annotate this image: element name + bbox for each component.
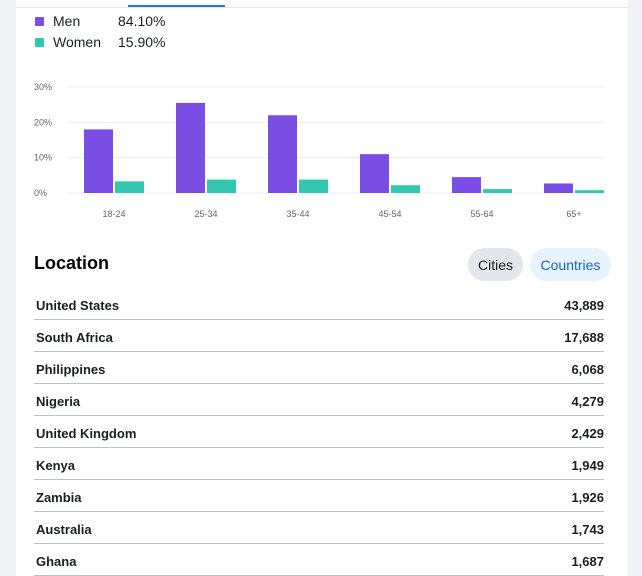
location-row: Nigeria 4,279 <box>34 384 604 416</box>
row-divider <box>34 543 604 544</box>
cities-button[interactable]: Cities <box>468 248 523 281</box>
legend-women: Women 15.90% <box>35 32 165 52</box>
location-title: Location <box>34 253 109 273</box>
bar-women-35-44[interactable] <box>299 179 328 193</box>
y-tick-label: 20% <box>34 117 52 127</box>
bar-women-65+[interactable] <box>575 190 604 193</box>
x-tick-label: 18-24 <box>102 209 125 219</box>
location-row: Ghana 1,687 <box>34 544 604 576</box>
row-divider <box>34 447 604 448</box>
bar-men-18-24[interactable] <box>84 129 113 193</box>
bar-men-65+[interactable] <box>544 183 573 193</box>
bar-women-18-24[interactable] <box>115 181 144 193</box>
age-gender-bar-chart: 0% 10% 20% 30% 18-24 25-34 35-44 45-54 55-64 65+ <box>34 82 604 219</box>
row-divider <box>34 319 604 320</box>
y-tick-label: 30% <box>34 82 52 92</box>
location-count: 1,743 <box>571 522 604 537</box>
x-tick-label: 65+ <box>566 209 581 219</box>
row-divider <box>34 383 604 384</box>
legend-men: Men 84.10% <box>35 11 165 31</box>
location-count: 17,688 <box>564 330 604 345</box>
x-tick-label: 25-34 <box>194 209 217 219</box>
location-count: 1,687 <box>571 554 604 569</box>
location-count: 1,949 <box>571 458 604 473</box>
location-count: 43,889 <box>564 298 604 313</box>
bar-men-55-64[interactable] <box>452 177 481 193</box>
bar-men-45-54[interactable] <box>360 154 389 193</box>
location-count: 1,926 <box>571 490 604 505</box>
bar-women-55-64[interactable] <box>483 189 512 193</box>
location-list: United States 43,889 South Africa 17,688 Phi… <box>34 288 604 576</box>
legend-label: Men <box>53 13 81 29</box>
location-row: Australia 1,743 <box>34 512 604 544</box>
location-count: 4,279 <box>571 394 604 409</box>
y-tick-label: 0% <box>34 188 47 198</box>
location-name: Ghana <box>36 554 77 569</box>
row-divider <box>34 511 604 512</box>
location-name: United Kingdom <box>36 426 137 441</box>
men-swatch <box>35 16 44 26</box>
location-name: Nigeria <box>36 394 81 409</box>
location-name: United States <box>36 298 120 313</box>
legend-value: 15.90% <box>118 34 166 50</box>
top-divider <box>16 7 628 8</box>
audience-card: Men 84.10% Women 15.90% 0% 10% 20% 30% 18-24… <box>16 0 628 576</box>
location-row: Kenya 1,949 <box>34 448 604 480</box>
x-tick-label: 55-64 <box>470 209 493 219</box>
bar-men-35-44[interactable] <box>268 115 297 193</box>
location-name: South Africa <box>36 330 113 345</box>
legend-value: 84.10% <box>118 13 166 29</box>
location-name: Australia <box>36 522 92 537</box>
row-divider <box>34 351 604 352</box>
y-tick-label: 10% <box>34 153 52 163</box>
location-name: Zambia <box>36 490 82 505</box>
row-divider <box>34 415 604 416</box>
location-row: South Africa 17,688 <box>34 320 604 352</box>
x-tick-label: 45-54 <box>378 209 401 219</box>
location-count: 2,429 <box>571 426 604 441</box>
bar-women-45-54[interactable] <box>391 185 420 193</box>
countries-button[interactable]: Countries <box>530 248 611 281</box>
location-row: United Kingdom 2,429 <box>34 416 604 448</box>
location-name: Kenya <box>36 458 76 473</box>
women-swatch <box>35 37 44 47</box>
location-row: United States 43,889 <box>34 288 604 320</box>
legend-label: Women <box>53 34 101 50</box>
active-tab-indicator <box>128 5 225 7</box>
bar-men-25-34[interactable] <box>176 102 205 193</box>
location-name: Philippines <box>36 362 106 377</box>
x-tick-label: 35-44 <box>286 209 309 219</box>
location-row: Zambia 1,926 <box>34 480 604 512</box>
bar-women-25-34[interactable] <box>207 179 236 193</box>
row-divider <box>34 479 604 480</box>
location-row: Philippines 6,068 <box>34 352 604 384</box>
location-count: 6,068 <box>571 362 604 377</box>
